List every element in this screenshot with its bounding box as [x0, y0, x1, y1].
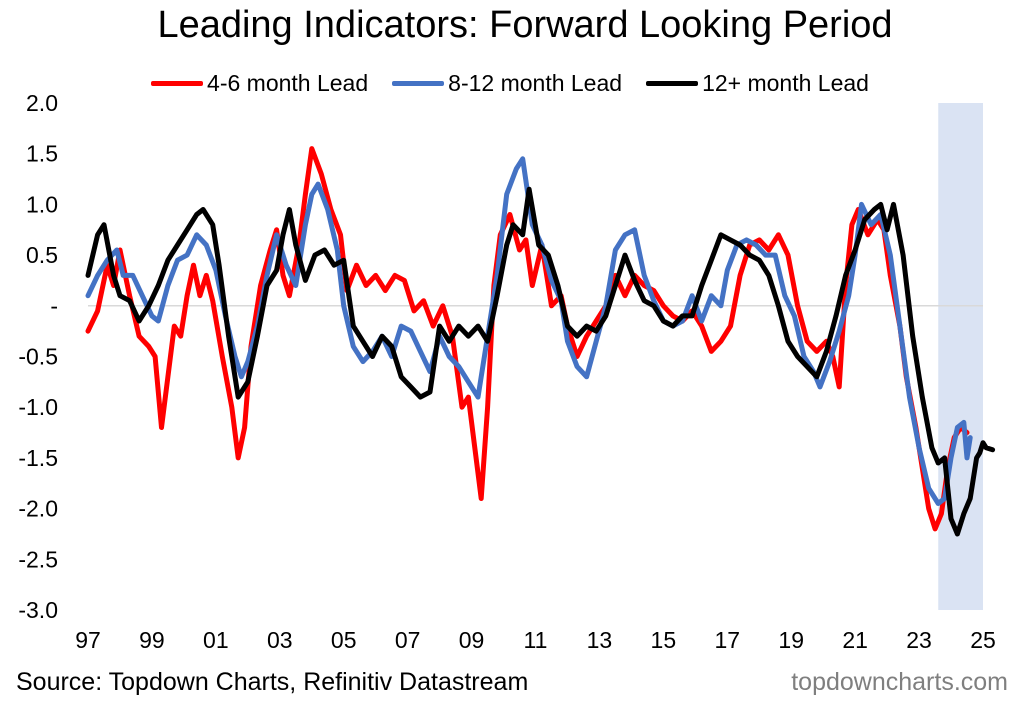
- brand-label: topdowncharts.com: [791, 668, 1008, 696]
- y-tick-label: -1.0: [18, 394, 58, 420]
- x-tick-label: 01: [203, 627, 229, 653]
- legend-item-8-12-month: 8-12 month Lead: [392, 70, 622, 97]
- x-tick-label: 11: [524, 627, 548, 653]
- y-tick-label: -2.5: [18, 546, 58, 572]
- y-tick-label: -3.0: [18, 597, 58, 623]
- legend-swatch-black: [646, 81, 699, 86]
- y-tick-label: 1.5: [26, 141, 58, 167]
- chart-legend: 4-6 month Lead 8-12 month Lead 12+ month…: [0, 70, 1020, 97]
- x-tick-label: 19: [778, 627, 804, 653]
- source-note: Source: Topdown Charts, Refinitiv Datast…: [16, 668, 529, 696]
- x-tick-label: 23: [906, 627, 932, 653]
- y-tick-label: -: [50, 293, 58, 319]
- x-tick-label: 97: [75, 627, 101, 653]
- legend-swatch-blue: [392, 81, 445, 86]
- legend-label: 12+ month Lead: [702, 70, 869, 96]
- y-tick-label: -2.0: [18, 496, 58, 522]
- x-tick-label: 07: [395, 627, 421, 653]
- x-tick-label: 05: [331, 627, 357, 653]
- x-tick-label: 25: [970, 627, 996, 653]
- y-tick-label: 1.0: [26, 191, 58, 217]
- y-tick-label: 2.0: [26, 90, 58, 116]
- legend-item-12-plus-month: 12+ month Lead: [646, 70, 869, 97]
- series-line-0: [85, 146, 970, 532]
- legend-label: 8-12 month Lead: [448, 70, 623, 96]
- x-tick-label: 15: [651, 627, 677, 653]
- x-tick-label: 17: [714, 627, 740, 653]
- x-tick-label: 21: [842, 627, 868, 653]
- y-tick-label: 0.5: [26, 242, 58, 268]
- y-tick-label: -0.5: [18, 344, 58, 370]
- x-tick-label: 09: [459, 627, 485, 653]
- forecast-shaded-region: [938, 103, 983, 610]
- y-tick-label: -1.5: [18, 445, 58, 471]
- chart-title: Leading Indicators: Forward Looking Peri…: [157, 4, 893, 46]
- legend-item-4-6-month: 4-6 month Lead: [151, 70, 368, 97]
- x-tick-label: 03: [267, 627, 293, 653]
- legend-label: 4-6 month Lead: [207, 70, 369, 96]
- legend-swatch-red: [151, 81, 204, 86]
- series-line-2: [85, 186, 996, 537]
- x-tick-label: 13: [587, 627, 613, 653]
- x-tick-label: 99: [139, 627, 165, 653]
